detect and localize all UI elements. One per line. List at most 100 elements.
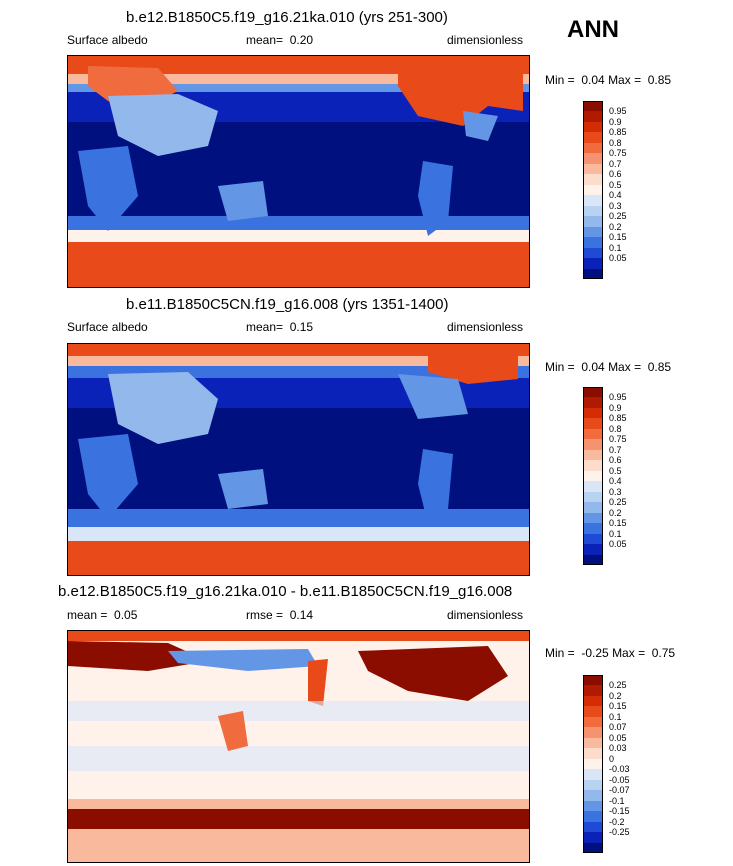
southern-ocean-diff-high xyxy=(68,809,529,829)
colorbar-swatch xyxy=(583,811,603,823)
southern-ocean-diff xyxy=(68,746,529,771)
colorbar-swatch xyxy=(583,195,603,207)
colorbar-label: 0.8 xyxy=(609,423,622,434)
colorbar-label: 0.85 xyxy=(609,413,627,424)
colorbar-label: 0.1 xyxy=(609,528,622,539)
colorbar-label: 0.1 xyxy=(609,242,622,253)
panel2-title: b.e11.B1850C5CN.f19_g16.008 (yrs 1351-14… xyxy=(126,296,449,313)
colorbar-swatch xyxy=(583,727,603,739)
panel1-map-svg xyxy=(68,56,529,287)
colorbar-swatch xyxy=(583,737,603,749)
colorbar-swatch xyxy=(583,111,603,123)
panel2-colorbar: 0.95 0.9 0.85 0.8 0.75 0.7 0.6 0.5 0.4 0.3 0.25 0.2… xyxy=(583,387,653,566)
colorbar-swatch xyxy=(583,387,603,398)
colorbar-swatch xyxy=(583,544,603,556)
colorbar-label: -0.25 xyxy=(609,827,630,838)
north-america-ice xyxy=(398,64,523,126)
panel3-units: dimensionless xyxy=(447,608,524,622)
australia-land xyxy=(218,181,268,221)
colorbar-swatch xyxy=(583,163,603,175)
colorbar-swatch xyxy=(583,205,603,217)
colorbar-swatch xyxy=(583,237,603,249)
africa-land xyxy=(78,146,138,231)
colorbar-swatch xyxy=(583,779,603,791)
colorbar-label: -0.07 xyxy=(609,785,630,796)
colorbar-swatch xyxy=(583,716,603,728)
colorbar-label: 0.2 xyxy=(609,221,622,232)
colorbar-swatch xyxy=(583,832,603,844)
north-america-land xyxy=(398,374,468,419)
panel3-minmax: Min = -0.25 Max = 0.75 xyxy=(545,646,676,660)
colorbar-label: 0.7 xyxy=(609,158,622,169)
north-america-diff-high xyxy=(358,646,508,701)
colorbar-swatch xyxy=(583,449,603,461)
season-label: ANN xyxy=(567,16,619,43)
colorbar-swatch xyxy=(583,428,603,440)
south-ice-edge xyxy=(68,230,529,242)
south-transition xyxy=(68,509,529,527)
colorbar-swatch xyxy=(583,268,603,280)
panel3-title: b.e12.B1850C5.f19_g16.21ka.010 - b.e11.B… xyxy=(58,583,513,600)
sea-ice-edge-diff xyxy=(68,799,529,809)
colorbar-swatch xyxy=(583,748,603,760)
colorbar-label: 0.7 xyxy=(609,444,622,455)
colorbar-label: 0.2 xyxy=(609,507,622,518)
eurasia-diff-high xyxy=(68,641,208,671)
colorbar-swatch xyxy=(583,470,603,482)
africa-land xyxy=(78,434,138,519)
panel2-map xyxy=(67,343,530,576)
colorbar-label: -0.05 xyxy=(609,774,630,785)
arctic-band xyxy=(68,344,529,356)
south-america-land xyxy=(418,449,453,524)
arctic-diff xyxy=(68,631,529,641)
siberia-diff-low xyxy=(168,649,318,671)
panel1-units: dimensionless xyxy=(447,33,524,47)
colorbar-swatch xyxy=(583,790,603,802)
colorbar-swatch xyxy=(583,685,603,697)
colorbar-swatch xyxy=(583,842,603,854)
panel1-colorbar: 0.95 0.9 0.85 0.8 0.75 0.7 0.6 0.5 0.4 0.3 0.25 0.2… xyxy=(583,101,653,280)
colorbar-swatch xyxy=(583,247,603,259)
colorbar-swatch xyxy=(583,706,603,718)
colorbar-swatch xyxy=(583,512,603,524)
colorbar-label: 0.9 xyxy=(609,402,622,413)
australia-land xyxy=(218,469,268,509)
colorbar-swatch xyxy=(583,460,603,472)
north-america-land xyxy=(463,111,498,141)
colorbar-label: -0.15 xyxy=(609,806,630,817)
colorbar-swatch xyxy=(583,101,603,112)
colorbar-label: 0.5 xyxy=(609,179,622,190)
colorbar-swatch xyxy=(583,216,603,228)
panel2-map-svg xyxy=(68,344,529,575)
colorbar-swatch xyxy=(583,258,603,270)
colorbar-swatch xyxy=(583,554,603,566)
panel2-mean: mean= 0.15 xyxy=(246,320,314,334)
colorbar-label: 0.15 xyxy=(609,518,627,529)
colorbar-swatch xyxy=(583,121,603,133)
colorbar-label: 0.8 xyxy=(609,137,622,148)
panel3-colorbar: 0.25 0.2 0.15 0.1 0.07 0.05 0.03 0 -0.03 -0.05 -0.… xyxy=(583,675,653,854)
colorbar-swatch xyxy=(583,481,603,493)
colorbar-label: 0.15 xyxy=(609,232,627,243)
colorbar-label: 0.25 xyxy=(609,211,627,222)
panel2-variable: Surface albedo xyxy=(67,320,148,334)
colorbar-label: 0.95 xyxy=(609,106,627,117)
south-ice-edge xyxy=(68,527,529,541)
colorbar-label: -0.1 xyxy=(609,795,625,806)
colorbar-label: 0.2 xyxy=(609,690,622,701)
colorbar-swatch xyxy=(583,695,603,707)
panel3-mean: mean = 0.05 xyxy=(67,608,138,622)
panel1-minmax: Min = 0.04 Max = 0.85 xyxy=(545,73,672,87)
greenland-ice xyxy=(428,352,518,384)
colorbar-swatch xyxy=(583,491,603,503)
panel3-map-svg xyxy=(68,631,529,862)
colorbar-swatch xyxy=(583,502,603,514)
antarctic-diff xyxy=(68,829,529,862)
colorbar-swatch xyxy=(583,418,603,430)
colorbar-label: 0.05 xyxy=(609,732,627,743)
colorbar-label: 0.5 xyxy=(609,465,622,476)
colorbar-swatch xyxy=(583,397,603,409)
asia-land xyxy=(108,94,218,156)
panel1-variable: Surface albedo xyxy=(67,33,148,47)
colorbar-label: 0.6 xyxy=(609,169,622,180)
